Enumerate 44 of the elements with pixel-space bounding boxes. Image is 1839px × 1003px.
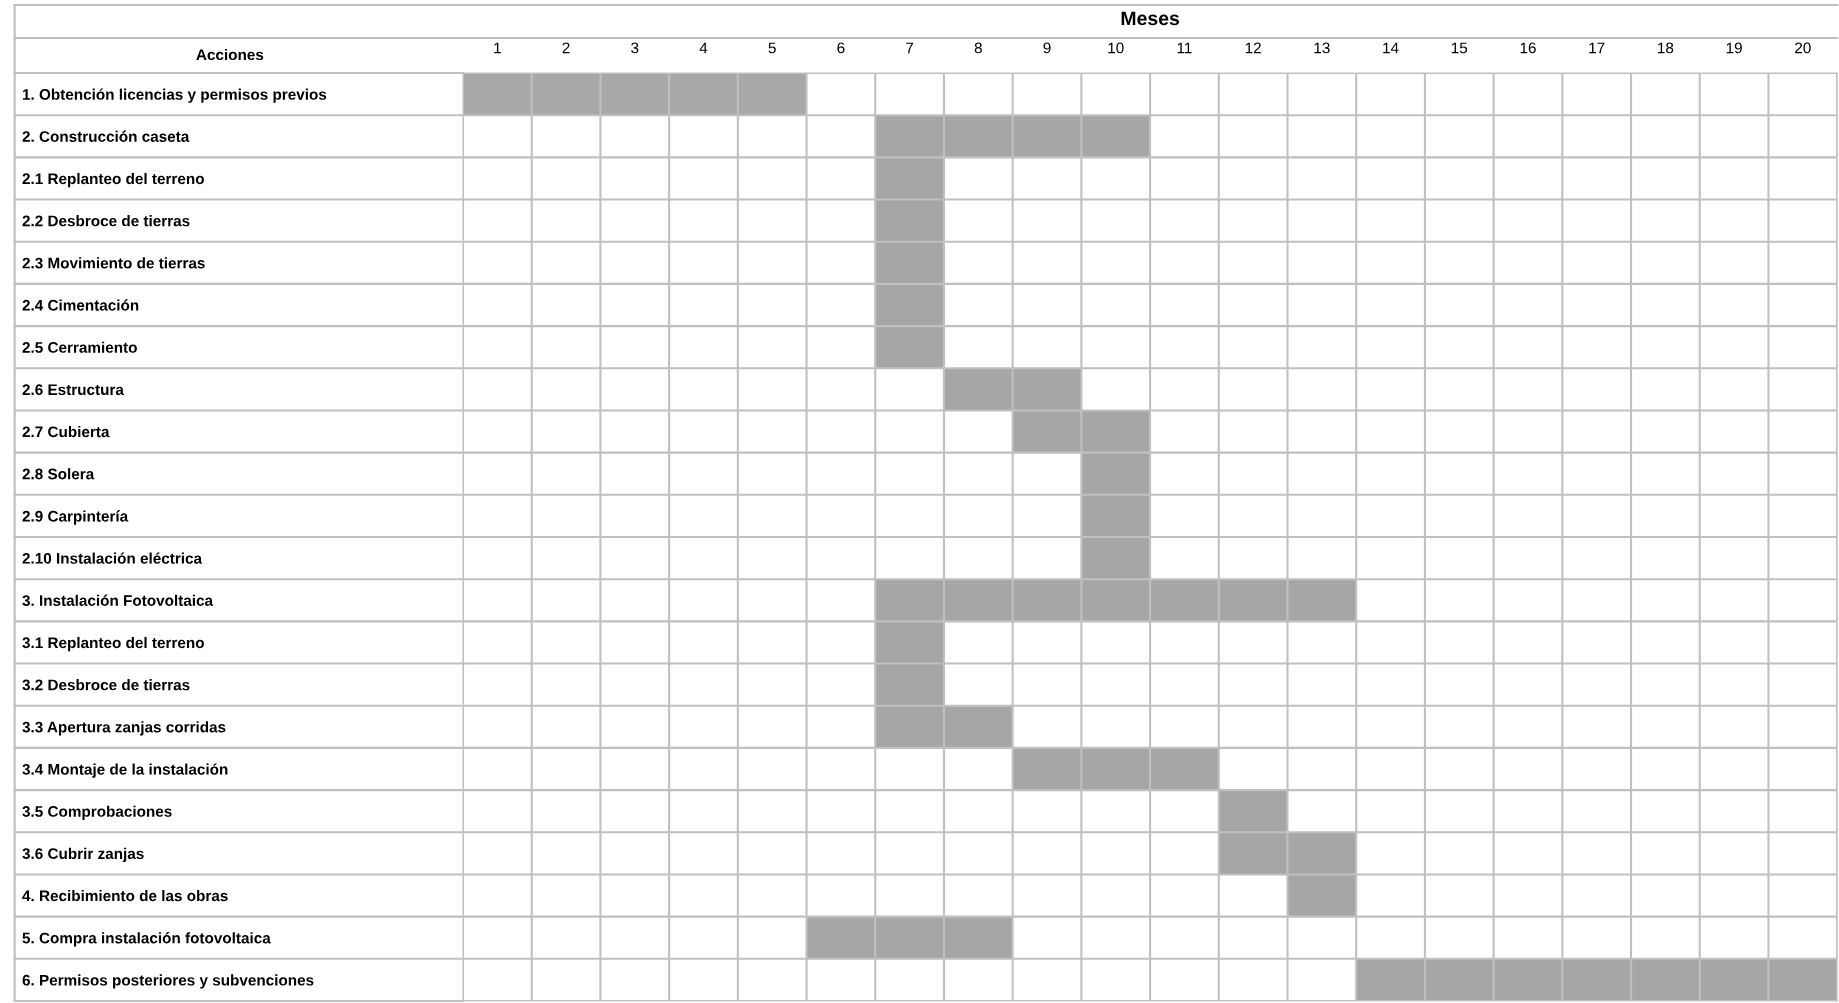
x-tick-label: 9	[1043, 42, 1051, 54]
y-tick-label: 3.2 Desbroce de tierras	[22, 679, 190, 691]
y-tick-label: 3.6 Cubrir zanjas	[22, 847, 144, 863]
x-tick-label: 12	[1245, 42, 1261, 54]
y-tick-label: 2.7 Cubierta	[22, 426, 110, 438]
y-tick-label: 2.2 Desbroce de tierras	[22, 215, 190, 227]
x-tick-label: 1	[494, 42, 501, 54]
x-axis-title: Meses	[1121, 11, 1180, 26]
y-tick-label: 2.3 Movimiento de tierras	[22, 257, 205, 269]
y-tick-label: 5. Compra instalación fotovoltaica	[22, 932, 271, 947]
x-tick-label: 20	[1795, 42, 1811, 54]
y-tick-label: 6. Permisos posteriores y subvenciones	[22, 974, 314, 989]
x-tick-label: 8	[974, 42, 982, 54]
x-tick-label: 6	[837, 42, 845, 54]
x-tick-label: 3	[631, 42, 639, 54]
y-axis-title: Acciones	[196, 48, 264, 61]
x-tick-label: 17	[1589, 42, 1605, 54]
y-tick-label: 2.8 Solera	[22, 468, 95, 480]
x-tick-label: 10	[1108, 42, 1124, 54]
y-tick-label: 2.6 Estructura	[22, 384, 124, 396]
x-tick-label: 4	[699, 42, 708, 54]
y-tick-label: 3. Instalación Fotovoltaica	[22, 594, 214, 606]
x-tick-label: 13	[1314, 42, 1330, 54]
y-tick-label: 2.4 Cimentación	[22, 299, 139, 311]
y-tick-label: 4. Recibimiento de las obras	[22, 890, 228, 902]
y-tick-label: 2. Construcción caseta	[22, 130, 190, 142]
x-tick-label: 2	[562, 42, 570, 54]
y-tick-label: 3.4 Montaje de la instalación	[22, 763, 228, 778]
x-tick-label: 7	[906, 42, 914, 54]
y-tick-label: 2.1 Replanteo del terreno	[22, 172, 204, 188]
x-tick-label: 11	[1177, 42, 1192, 54]
x-tick-label: 15	[1451, 42, 1468, 54]
x-tick-label: 19	[1726, 42, 1742, 54]
y-tick-label: 2.10 Instalación eléctrica	[22, 552, 203, 564]
y-tick-label: 2.5 Cerramiento	[22, 341, 137, 353]
y-tick-label: 2.9 Carpintería	[22, 510, 129, 525]
y-tick-label: 3.1 Replanteo del terreno	[22, 636, 204, 652]
x-tick-label: 5	[768, 42, 776, 54]
y-tick-label: 1. Obtención licencias y permisos previos	[22, 88, 327, 103]
y-tick-label: 3.5 Comprobaciones	[22, 805, 172, 820]
x-tick-label: 14	[1383, 42, 1399, 54]
x-tick-label: 18	[1658, 42, 1674, 54]
x-tick-label: 16	[1520, 42, 1536, 54]
y-tick-label: 3.3 Apertura zanjas corridas	[22, 721, 226, 736]
